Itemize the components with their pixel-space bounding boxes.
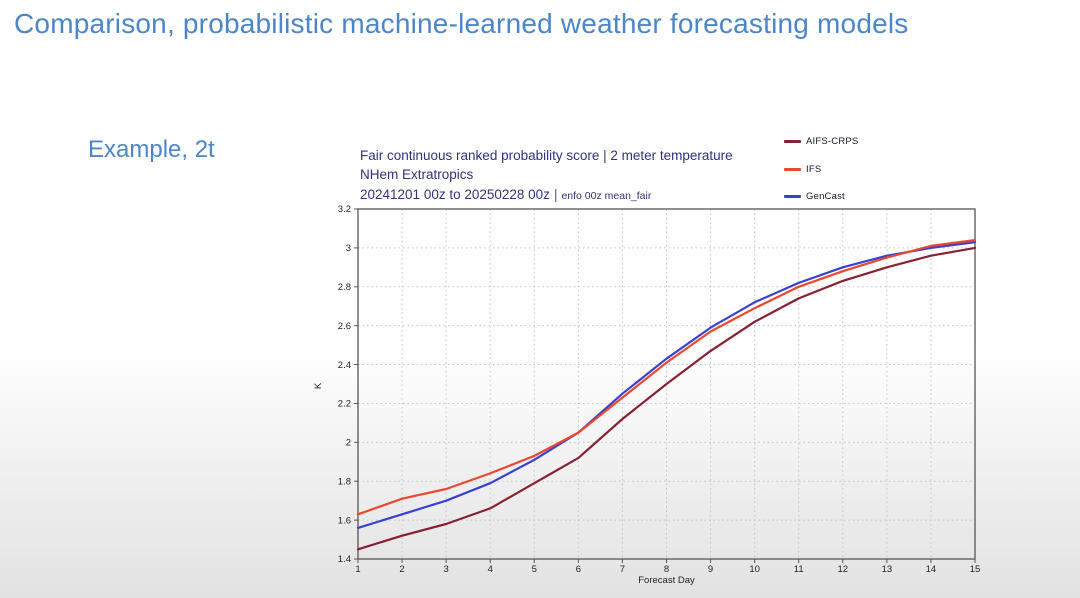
chart-title-line1: Fair continuous ranked probability score… — [360, 148, 733, 163]
x-tick-label: 12 — [837, 564, 848, 575]
series-line-IFS — [356, 239, 977, 516]
legend-item-ifs: IFS — [784, 156, 858, 184]
example-label: Example, 2t — [88, 136, 215, 163]
chart-title-separator: | — [553, 186, 558, 202]
x-tick-label: 6 — [576, 564, 581, 575]
x-tick-label: 5 — [532, 564, 537, 575]
chart-title-line3: 20241201 00z to 20250228 00z | enfo 00z me… — [360, 185, 733, 206]
chart-title-line2: NHem Extratropics — [360, 167, 474, 183]
chart-header: Fair continuous ranked probability score… — [360, 146, 733, 206]
y-axis-label: K — [313, 382, 324, 389]
legend-swatch-ifs-icon — [784, 167, 801, 171]
legend-label-ifs: IFS — [806, 163, 822, 175]
legend-label-gencast: GenCast — [806, 191, 845, 203]
y-tick-label: 3 — [346, 243, 351, 254]
legend-item-aifs-crps: AIFS-CRPS — [784, 128, 858, 156]
y-tick-label: 1.6 — [338, 515, 351, 526]
legend-label-aifs-crps: AIFS-CRPS — [806, 136, 859, 148]
legend-swatch-aifs-crps-icon — [784, 140, 801, 144]
legend-item-gencast: GenCast — [784, 183, 858, 211]
y-tick-label: 2.8 — [338, 282, 351, 293]
x-tick-label: 14 — [926, 564, 937, 575]
y-tick-label: 1.8 — [338, 476, 351, 487]
chart-date-range: 20241201 00z to 20250228 00z — [360, 186, 550, 202]
y-tick-label: 3.2 — [338, 204, 351, 215]
series-line-AIFS-CRPS — [356, 246, 977, 551]
chart-subtitle-note: enfo 00z mean_fair — [561, 189, 652, 202]
x-tick-label: 1 — [355, 564, 360, 575]
x-tick-label: 13 — [882, 564, 893, 575]
series-line-GenCast — [356, 241, 977, 530]
x-tick-label: 9 — [708, 564, 713, 575]
x-tick-label: 11 — [794, 564, 804, 575]
y-tick-label: 2.6 — [338, 321, 351, 332]
x-tick-label: 15 — [970, 564, 981, 575]
x-tick-label: 7 — [620, 564, 625, 575]
y-tick-label: 1.4 — [338, 554, 351, 565]
x-tick-label: 10 — [749, 564, 760, 575]
chart-legend: AIFS-CRPS IFS GenCast — [784, 128, 858, 211]
y-tick-label: 2.2 — [338, 399, 351, 410]
x-tick-label: 8 — [664, 564, 669, 575]
x-tick-label: 3 — [443, 564, 448, 575]
x-tick-label: 2 — [399, 564, 404, 575]
slide-title: Comparison, probabilistic machine-learne… — [14, 8, 909, 39]
legend-swatch-gencast-icon — [784, 195, 801, 199]
y-tick-label: 2 — [346, 438, 351, 449]
x-tick-label: 4 — [488, 564, 493, 575]
y-tick-label: 2.4 — [338, 360, 351, 371]
x-axis-label: Forecast Day — [638, 575, 695, 586]
